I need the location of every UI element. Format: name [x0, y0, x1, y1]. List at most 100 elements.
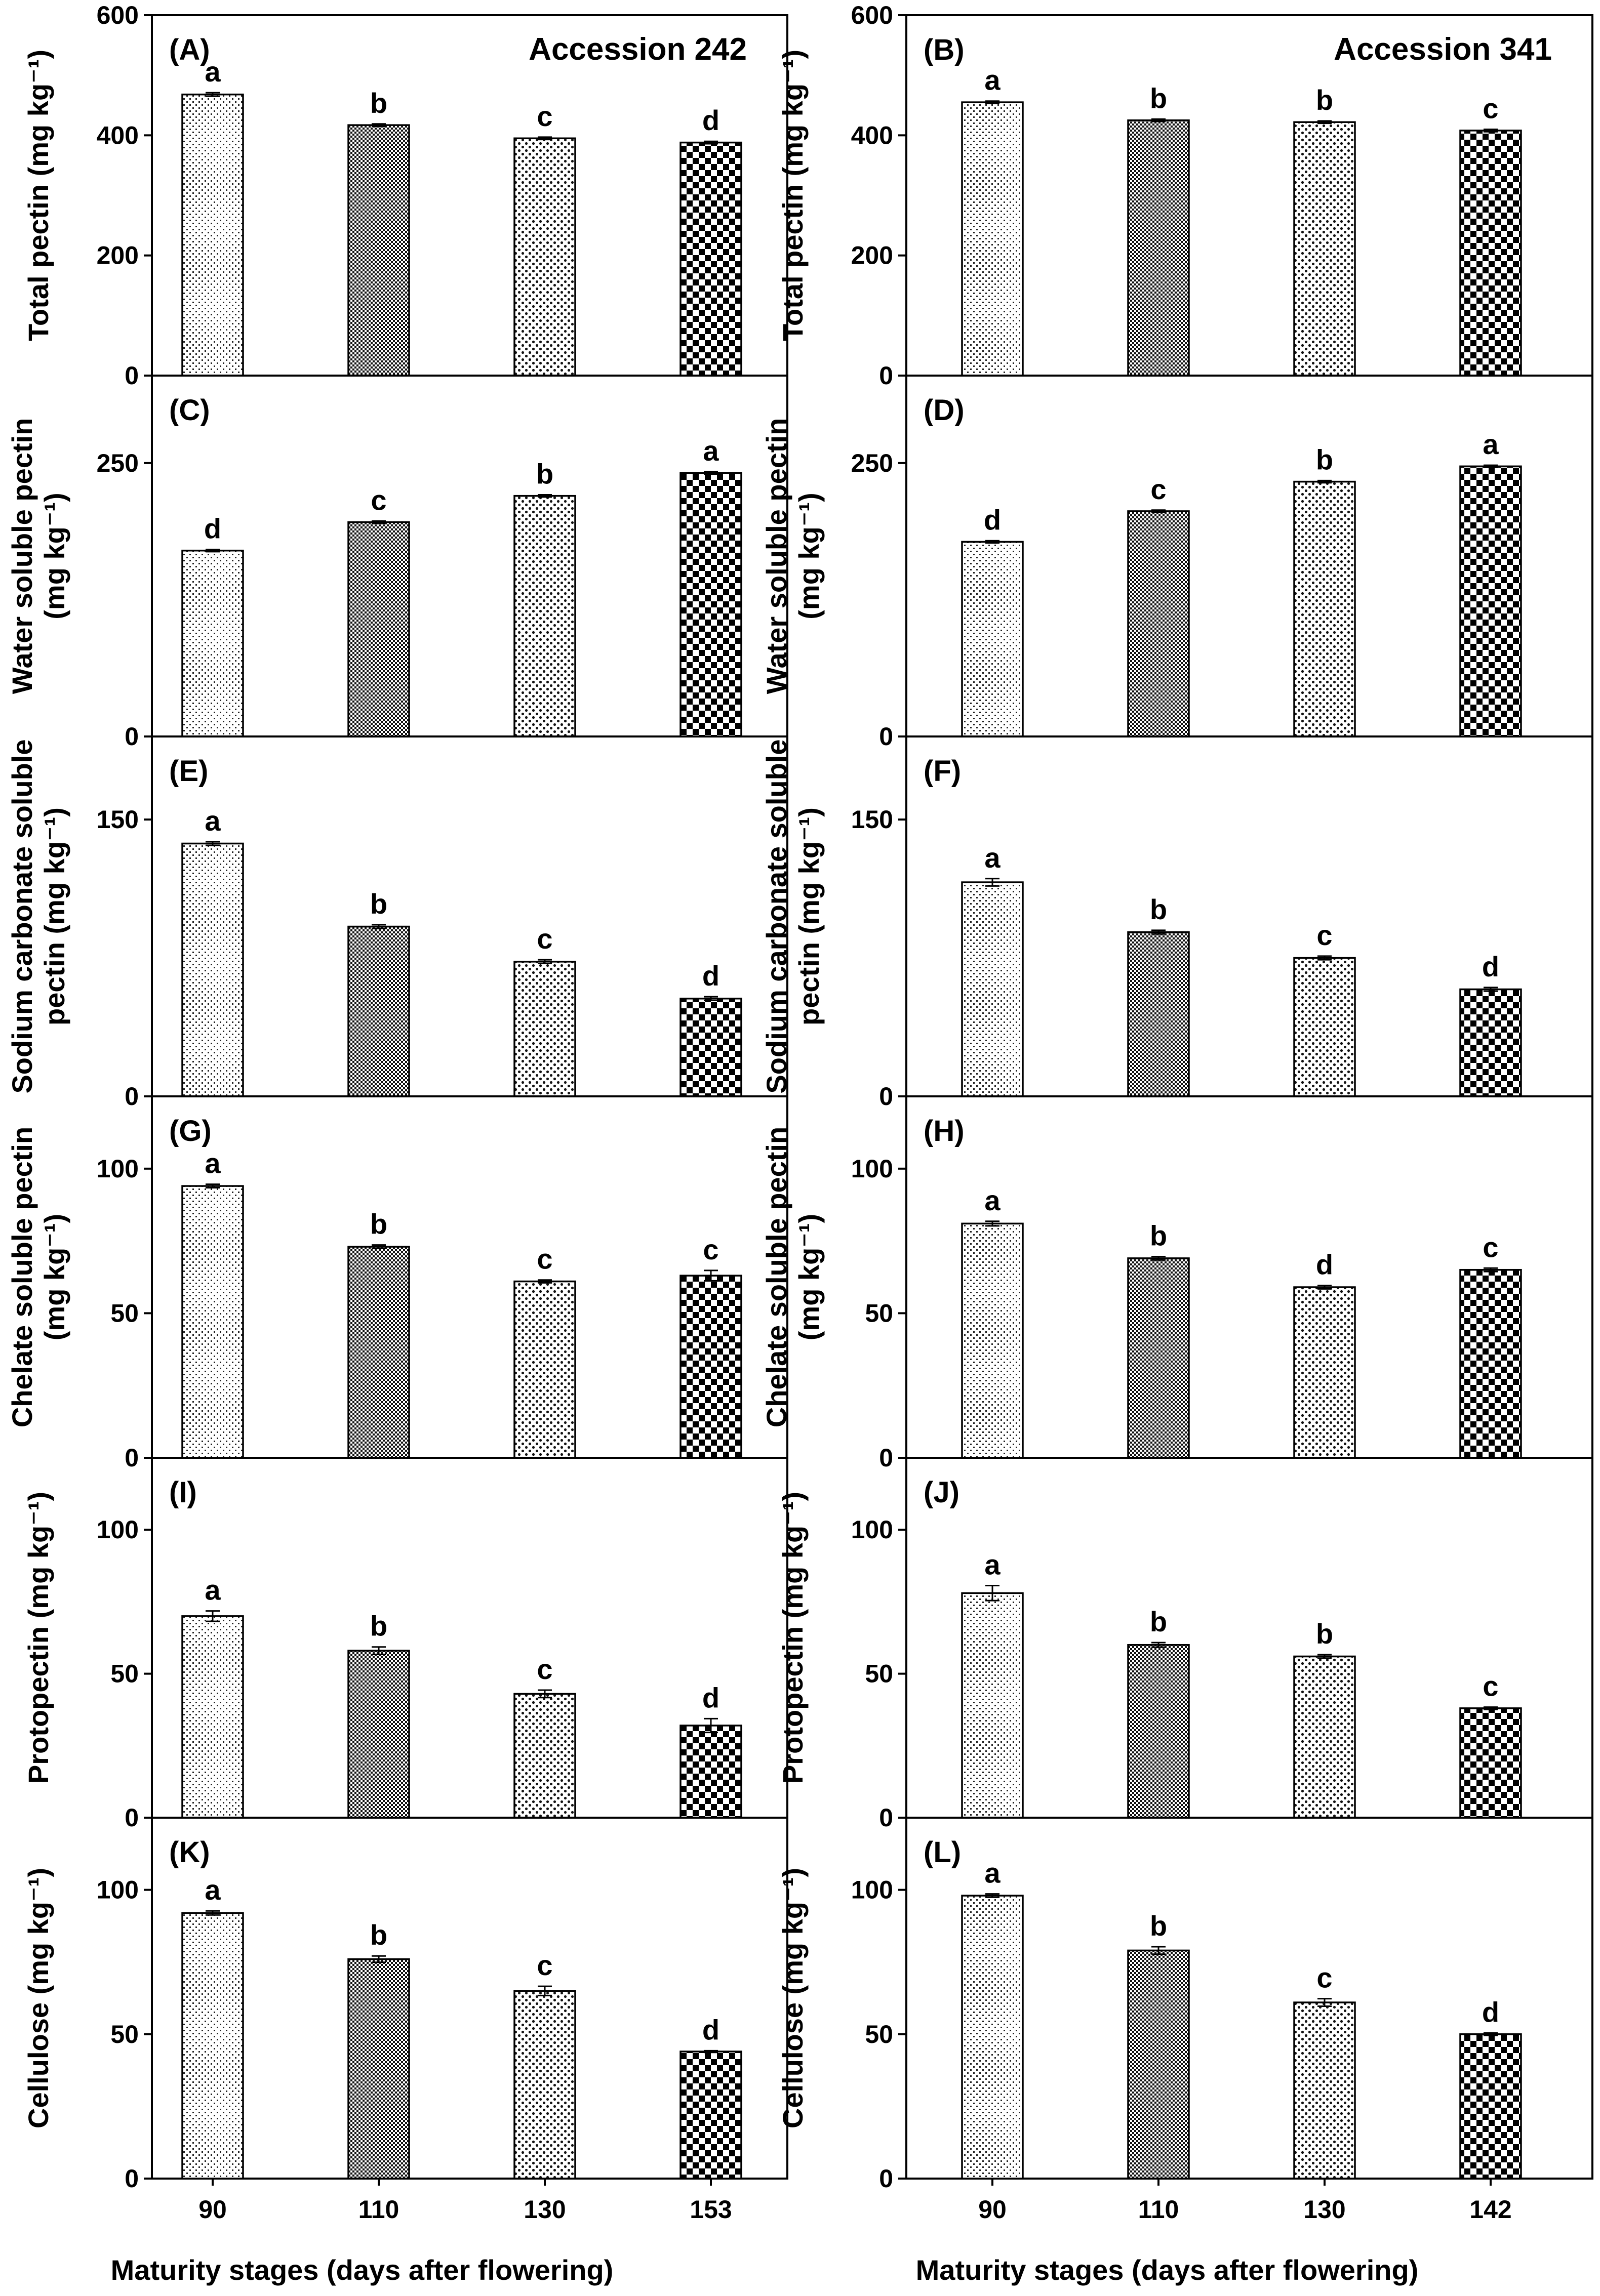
bar — [513, 495, 576, 737]
significance-letter: d — [204, 513, 221, 545]
bar — [347, 124, 410, 377]
bar — [679, 1275, 742, 1459]
significance-letter: d — [702, 1682, 719, 1713]
bar — [961, 1895, 1024, 2180]
bar — [1293, 480, 1356, 737]
panel-label: (D) — [924, 394, 965, 427]
bar — [1293, 2001, 1356, 2180]
y-tick-label: 250 — [97, 449, 139, 477]
panel-d: 0 250 Water soluble pectin (mg kg⁻¹) (D) d c b a — [761, 375, 1593, 751]
significance-letter: b — [1150, 893, 1167, 925]
panel-h: 0 50 100 Chelate soluble pectin (mg kg⁻¹) (H)… — [761, 1095, 1593, 1472]
significance-letter: d — [702, 2014, 719, 2045]
significance-letter: c — [1316, 919, 1332, 951]
y-axis-label: pectin (mg kg⁻¹) — [793, 807, 825, 1026]
plot-frame — [151, 1817, 788, 2180]
significance-letter: d — [1482, 1996, 1499, 2028]
y-axis-label: Chelate soluble pectin — [6, 1127, 38, 1427]
y-axis-label: (mg kg⁻¹) — [793, 1214, 825, 1340]
significance-letter: a — [205, 1874, 221, 1906]
bar — [1459, 1268, 1522, 1459]
y-tick-label: 0 — [125, 361, 139, 390]
significance-letter: b — [536, 458, 553, 490]
bar — [1293, 1286, 1356, 1459]
significance-letter: c — [1150, 473, 1166, 505]
significance-letter: c — [703, 1234, 718, 1265]
significance-letter: b — [370, 1208, 387, 1240]
y-tick-label: 200 — [97, 241, 139, 270]
y-tick-label: 0 — [879, 722, 893, 751]
y-axis-label: Total pectin (mg kg⁻¹) — [22, 50, 54, 341]
bar — [347, 1246, 410, 1459]
y-tick-label: 600 — [97, 1, 139, 29]
significance-letter: c — [537, 100, 552, 132]
bar — [1127, 119, 1190, 377]
y-tick-label: 0 — [125, 1803, 139, 1832]
significance-letter: a — [703, 435, 719, 467]
y-axis-label: (mg kg⁻¹) — [793, 493, 825, 619]
bar — [961, 101, 1024, 377]
panel-k: 0 50 100 Cellulose (mg kg⁻¹) (K) a 90 b 110 c 130 d… — [22, 1817, 788, 2224]
y-tick-label: 0 — [125, 2164, 139, 2193]
y-tick-label: 0 — [125, 1082, 139, 1111]
panel-label: (I) — [169, 1476, 197, 1509]
significance-letter: b — [1316, 1618, 1333, 1650]
y-axis-label: Protopectin (mg kg⁻¹) — [777, 1492, 809, 1784]
x-tick-label: 142 — [1469, 2195, 1511, 2224]
bar — [1127, 1644, 1190, 1819]
panel-label: (B) — [924, 33, 965, 66]
y-tick-label: 150 — [851, 805, 893, 834]
y-axis-label: Cellulose (mg kg⁻¹) — [22, 1868, 54, 2128]
significance-letter: b — [1150, 82, 1167, 114]
significance-letter: b — [370, 1610, 387, 1642]
y-axis-label: (mg kg⁻¹) — [38, 493, 70, 619]
panel-a: 0 200 400 600 Total pectin (mg kg⁻¹) (A) Acces… — [22, 1, 788, 390]
significance-letter: a — [984, 1857, 1001, 1889]
y-axis-label: Sodium carbonate soluble — [6, 739, 38, 1093]
y-tick-label: 250 — [851, 449, 893, 477]
y-tick-label: 50 — [110, 1660, 139, 1688]
panel-label: (A) — [169, 33, 210, 66]
significance-letter: c — [371, 484, 386, 516]
y-axis-label: Water soluble pectin — [761, 418, 792, 694]
bar — [347, 1650, 410, 1819]
x-tick-label: 153 — [690, 2195, 732, 2224]
bar — [513, 1280, 576, 1459]
bar — [347, 1958, 410, 2180]
x-tick-label: 110 — [358, 2195, 399, 2224]
bar — [679, 1725, 742, 1819]
bar — [679, 2051, 742, 2180]
panel-label: (K) — [169, 1836, 210, 1869]
y-tick-label: 0 — [125, 722, 139, 751]
bar — [1293, 1655, 1356, 1819]
bar — [1127, 1257, 1190, 1459]
bar — [181, 842, 244, 1097]
y-axis-label: Total pectin (mg kg⁻¹) — [777, 50, 809, 341]
y-axis-label: Water soluble pectin — [6, 418, 38, 694]
significance-letter: c — [1483, 1670, 1498, 1702]
x-axis-label-right: Maturity stages (days after flowering) — [916, 2254, 1419, 2286]
significance-letter: b — [1150, 1219, 1167, 1251]
significance-letter: c — [1483, 92, 1498, 124]
y-tick-label: 100 — [851, 1876, 893, 1904]
bar — [1459, 130, 1522, 377]
significance-letter: d — [984, 504, 1001, 536]
panel-l: 0 50 100 Cellulose (mg kg⁻¹) (L) a 90 b 110 c 130 d… — [777, 1817, 1593, 2224]
bar — [181, 549, 244, 737]
y-tick-label: 50 — [110, 1299, 139, 1327]
significance-letter: a — [205, 56, 221, 88]
significance-letter: a — [984, 842, 1001, 874]
panel-g: 0 50 100 Chelate soluble pectin (mg kg⁻¹) (G)… — [6, 1095, 788, 1472]
bar — [1459, 1707, 1522, 1819]
x-tick-label: 130 — [1303, 2195, 1345, 2224]
panel-i: 0 50 100 Protopectin (mg kg⁻¹) (I) a b c d — [22, 1457, 788, 1832]
bar — [679, 141, 742, 377]
significance-letter: b — [370, 1919, 387, 1951]
significance-letter: d — [1482, 951, 1499, 982]
plot-frame — [905, 1817, 1593, 2180]
significance-letter: a — [205, 1574, 221, 1606]
y-tick-label: 100 — [851, 1155, 893, 1183]
bar — [1127, 510, 1190, 737]
accession-title: Accession 341 — [1334, 32, 1552, 67]
y-tick-label: 50 — [110, 2020, 139, 2048]
